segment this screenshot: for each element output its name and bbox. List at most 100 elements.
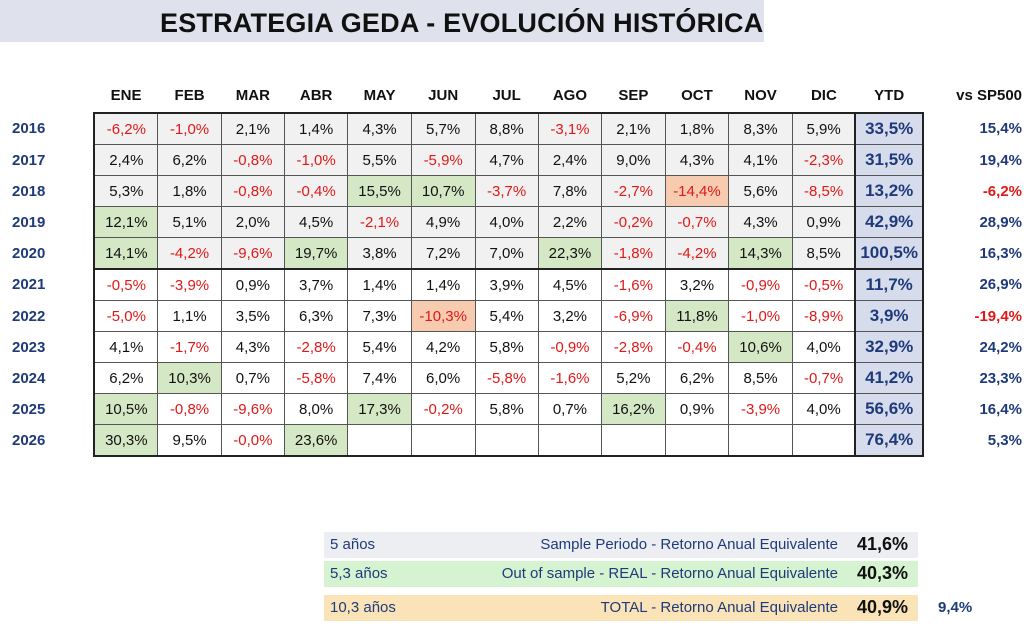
month-cell: 10,6% — [728, 331, 793, 363]
month-cell: 14,1% — [93, 237, 159, 270]
month-cell: 4,2% — [410, 331, 476, 363]
month-cell: 11,8% — [664, 300, 730, 332]
month-cell: 8,5% — [728, 362, 793, 394]
row-year: 2026 — [12, 431, 46, 449]
month-cell: 30,3% — [93, 424, 159, 457]
sp500-cell: 19,4% — [979, 151, 1022, 169]
month-cell: 19,7% — [283, 237, 349, 270]
col-header: ABR — [299, 86, 333, 104]
month-cell: 2,2% — [537, 206, 603, 238]
row-year: 2020 — [12, 244, 46, 262]
month-cell: -8,9% — [791, 300, 856, 332]
month-cell: 5,6% — [728, 175, 793, 207]
header-row: ENE FEB MAR ABR MAY JUN JUL AGO SEP OCT … — [60, 78, 1024, 113]
month-cell: 5,1% — [157, 206, 222, 238]
month-cell: 10,7% — [410, 175, 476, 207]
month-cell: -0,2% — [410, 393, 476, 425]
month-cell: -4,2% — [664, 237, 730, 270]
month-cell: 8,8% — [474, 112, 539, 145]
page-title: ESTRATEGIA GEDA - EVOLUCIÓN HISTÓRICA — [160, 8, 764, 38]
month-cell: 4,7% — [474, 144, 539, 176]
month-cell: -5,8% — [474, 362, 539, 394]
month-cell: 8,3% — [728, 112, 793, 145]
col-header: JUN — [428, 86, 459, 104]
month-cell: 1,4% — [283, 112, 349, 145]
month-cell: -3,7% — [474, 175, 539, 207]
month-cell: 5,3% — [93, 175, 159, 207]
ytd-cell: 76,4% — [854, 424, 924, 457]
sp500-cell: -19,4% — [974, 307, 1022, 325]
month-cell: 14,3% — [728, 237, 793, 270]
month-cell: -9,6% — [220, 237, 285, 270]
title-bar: ESTRATEGIA GEDA - EVOLUCIÓN HISTÓRICA — [0, 0, 764, 42]
month-cell: 0,9% — [791, 206, 856, 238]
row-year: 2019 — [12, 213, 46, 231]
month-cell: -0,9% — [728, 268, 793, 301]
month-cell — [791, 424, 856, 457]
ytd-cell: 41,2% — [854, 362, 924, 394]
month-cell: 3,8% — [347, 237, 412, 270]
summary-value: 40,3% — [856, 563, 908, 583]
month-cell: 4,3% — [220, 331, 285, 363]
month-cell: 6,3% — [283, 300, 349, 332]
month-cell: 1,8% — [157, 175, 222, 207]
ytd-cell: 100,5% — [854, 237, 924, 270]
month-cell: 1,4% — [347, 268, 412, 301]
month-cell: 5,8% — [474, 331, 539, 363]
row-year: 2022 — [12, 307, 46, 325]
sp500-header: vs SP500 — [956, 87, 1022, 104]
col-header: OCT — [681, 86, 713, 104]
summary-label: Out of sample - REAL - Retorno Anual Equ… — [501, 565, 838, 582]
month-cell: -0,5% — [93, 268, 159, 301]
month-cell: -1,7% — [157, 331, 222, 363]
month-cell: 3,2% — [537, 300, 603, 332]
month-cell: -1,6% — [537, 362, 603, 394]
summary-value: 41,6% — [856, 534, 908, 554]
month-cell: 4,3% — [347, 112, 412, 145]
ytd-cell: 3,9% — [854, 300, 924, 332]
col-header: MAY — [363, 86, 396, 104]
month-cell: -1,0% — [157, 112, 222, 145]
table-row: 2026 30,3% 9,5% -0,0% 23,6% 76,4% 5,3% — [12, 424, 1024, 457]
month-cell — [664, 424, 730, 457]
month-cell: 16,2% — [601, 393, 666, 425]
month-cell: -10,3% — [410, 300, 476, 332]
month-cell: -5,0% — [93, 300, 159, 332]
month-cell: 0,9% — [664, 393, 730, 425]
month-cell: 22,3% — [537, 237, 603, 270]
month-cell: 8,0% — [283, 393, 349, 425]
month-cell: 10,3% — [157, 362, 222, 394]
month-cell: 2,0% — [220, 206, 285, 238]
row-year: 2023 — [12, 338, 46, 356]
summary-row-out-of-sample: 5,3 años Out of sample - REAL - Retorno … — [324, 561, 918, 587]
row-year: 2025 — [12, 400, 46, 418]
month-cell: 1,4% — [410, 268, 476, 301]
month-cell: 3,9% — [474, 268, 539, 301]
returns-table: ENE FEB MAR ABR MAY JUN JUL AGO SEP OCT … — [12, 78, 1024, 457]
month-cell: 1,8% — [664, 112, 730, 145]
month-cell — [474, 424, 539, 457]
month-cell: -0,4% — [664, 331, 730, 363]
month-cell: 4,1% — [93, 331, 159, 363]
month-cell: -3,1% — [537, 112, 603, 145]
month-cell: 5,7% — [410, 112, 476, 145]
summary-period: 5,3 años — [330, 565, 388, 582]
summary-row-total: 10,3 años TOTAL - Retorno Anual Equivale… — [324, 595, 918, 621]
col-header: NOV — [744, 86, 777, 104]
month-cell: 9,5% — [157, 424, 222, 457]
month-cell: 4,3% — [664, 144, 730, 176]
month-cell: -0,2% — [601, 206, 666, 238]
corner-cell — [60, 78, 94, 113]
summary-label: Sample Periodo - Retorno Anual Equivalen… — [540, 536, 838, 553]
month-cell: -0,8% — [220, 144, 285, 176]
month-cell: 7,3% — [347, 300, 412, 332]
col-header: JUL — [492, 86, 521, 104]
sp500-cell: 28,9% — [979, 213, 1022, 231]
month-cell: 4,0% — [791, 331, 856, 363]
month-cell: 4,1% — [728, 144, 793, 176]
table-row: 2022 -5,0% 1,1% 3,5% 6,3% 7,3% -10,3% 5,4% 3,2% -… — [12, 300, 1024, 332]
month-cell: -4,2% — [157, 237, 222, 270]
month-cell: 2,4% — [537, 144, 603, 176]
month-cell: 4,5% — [537, 268, 603, 301]
sp500-cell: 5,3% — [987, 431, 1022, 449]
